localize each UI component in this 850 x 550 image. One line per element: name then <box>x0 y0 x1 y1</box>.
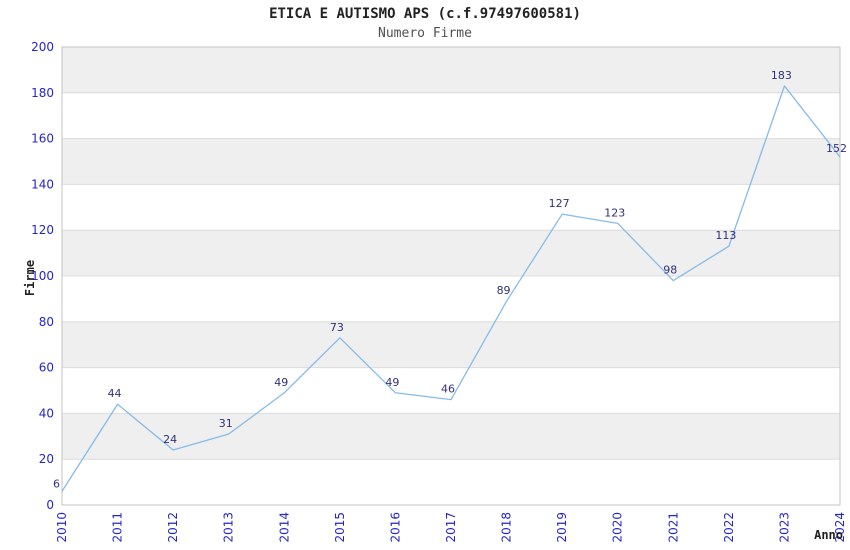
y-tick-label: 80 <box>39 315 54 329</box>
x-tick-label: 2012 <box>166 512 180 543</box>
y-tick-label: 120 <box>31 223 54 237</box>
band <box>62 92 840 139</box>
y-axis-title: Firme <box>23 259 37 297</box>
x-tick-label: 2024 <box>833 512 847 543</box>
x-tick-label: 2022 <box>722 512 736 543</box>
x-tick-label: 2011 <box>111 512 125 543</box>
data-point-label: 24 <box>163 433 177 446</box>
x-tick-label: 2010 <box>55 512 69 543</box>
band <box>62 367 840 414</box>
y-tick-label: 200 <box>31 40 54 54</box>
band <box>62 276 840 322</box>
band <box>62 184 840 231</box>
y-tick-label: 60 <box>39 361 54 375</box>
x-tick-label: 2013 <box>222 512 236 543</box>
data-point-label: 89 <box>497 284 511 297</box>
x-tick-label: 2015 <box>333 512 347 543</box>
data-point-label: 49 <box>274 376 288 389</box>
band <box>62 321 840 368</box>
x-tick-label: 2021 <box>666 512 680 543</box>
chart-title: ETICA E AUTISMO APS (c.f.97497600581) <box>269 6 581 22</box>
y-tick-label: 180 <box>31 86 54 100</box>
x-tick-label: 2023 <box>777 512 791 543</box>
series-line <box>61 85 841 492</box>
x-tick-label: 2018 <box>500 512 514 543</box>
band <box>62 230 840 276</box>
band <box>62 47 840 93</box>
y-tick-label: 40 <box>39 406 54 420</box>
data-point-label: 123 <box>604 206 625 219</box>
data-point-label: 113 <box>715 229 736 242</box>
band <box>62 138 840 185</box>
x-tick-label: 2019 <box>555 512 569 543</box>
data-point-label: 44 <box>108 387 122 400</box>
data-point-label: 152 <box>826 142 847 155</box>
x-tick-label: 2020 <box>611 512 625 543</box>
x-tick-label: 2017 <box>444 512 458 543</box>
plot-border <box>61 46 841 506</box>
data-point-label: 49 <box>385 376 399 389</box>
band <box>62 413 840 460</box>
y-tick-label: 140 <box>31 177 54 191</box>
x-tick-label: 2014 <box>277 512 291 543</box>
x-axis-title: Anno <box>814 528 843 542</box>
data-point-label: 73 <box>330 321 344 334</box>
chart-subtitle: Numero Firme <box>378 26 472 41</box>
y-tick-label: 100 <box>31 269 54 283</box>
data-point-label: 31 <box>219 417 233 430</box>
data-point-label: 46 <box>441 383 455 396</box>
data-point-label: 6 <box>53 477 60 490</box>
y-tick-label: 0 <box>46 498 54 512</box>
x-tick-label: 2016 <box>388 512 402 543</box>
y-tick-label: 20 <box>39 452 54 466</box>
data-point-label: 127 <box>549 197 570 210</box>
y-tick-label: 160 <box>31 132 54 146</box>
band <box>62 459 840 505</box>
data-point-label: 183 <box>771 69 792 82</box>
data-point-label: 98 <box>663 264 677 277</box>
